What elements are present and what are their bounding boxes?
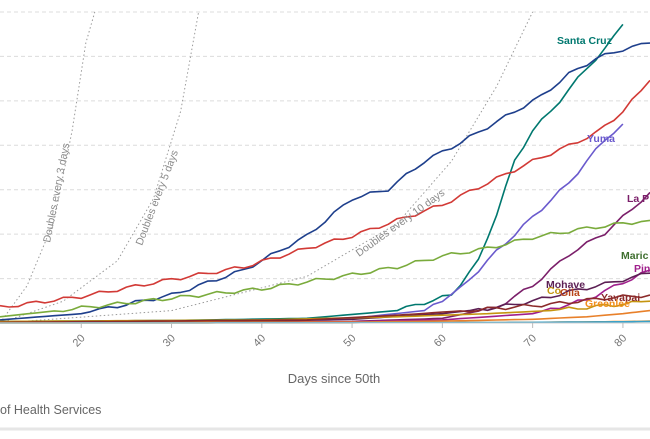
x-tick-label: 40 — [251, 332, 268, 349]
source-note: of Health Services — [0, 403, 101, 417]
series-label-coconino: Co — [547, 285, 561, 297]
gridlines — [0, 11, 650, 280]
series-line-unnamed-1 — [0, 42, 650, 321]
reference-line-1 — [0, 11, 96, 324]
series-line-santa-cruz — [0, 23, 624, 323]
x-tick-label: 80 — [612, 332, 629, 349]
series-line-maric — [0, 219, 650, 318]
series-line-unnamed-2 — [0, 79, 650, 308]
x-tick-label: 50 — [341, 332, 358, 349]
ref-label-5-days: Doubles every 5 days — [134, 148, 181, 247]
series-label-greenlee: Greenlee — [585, 298, 630, 310]
x-tick-label: 30 — [161, 332, 178, 349]
series-label-la-paz: La P — [627, 193, 649, 205]
series-label-santa-cruz: Santa Cruz — [557, 35, 612, 47]
x-tick-label: 20 — [71, 332, 88, 349]
series-label-gila: Gila — [560, 287, 580, 299]
series-label-maricopa: Maric — [621, 250, 649, 262]
x-axis: 20 30 40 50 60 70 80 — [0, 322, 650, 349]
series-label-mohave: Mohave — [546, 279, 585, 291]
x-tick-label: 70 — [522, 332, 539, 349]
series-label-yuma: Yuma — [587, 133, 615, 145]
reference-lines — [0, 11, 534, 324]
series-line-yuma — [0, 123, 624, 323]
series-label-pinal: Pin — [634, 263, 650, 275]
series-label-yavapai: Yavapai — [601, 292, 640, 304]
ref-label-3-days: Doubles every 3 days — [41, 142, 72, 243]
series-line-yavapai — [0, 294, 650, 324]
x-axis-title: Days since 50th — [288, 371, 381, 386]
reference-line-3 — [0, 11, 534, 324]
x-tick-label: 60 — [432, 332, 449, 349]
ref-label-10-days: Doubles every 10 days — [354, 187, 447, 259]
